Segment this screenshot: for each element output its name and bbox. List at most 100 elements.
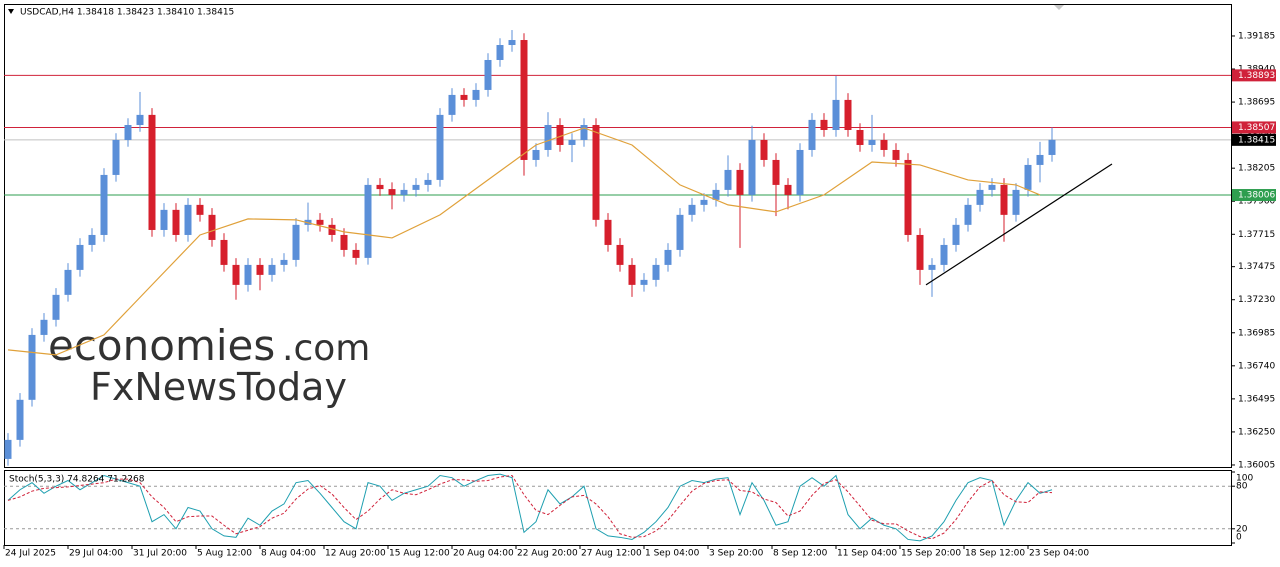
x-tick-label: 8 Aug 04:00: [261, 549, 316, 559]
price-tag: [1232, 189, 1276, 202]
candle-body: [244, 264, 252, 285]
candle-body: [148, 114, 156, 230]
candle-body: [136, 114, 144, 126]
stoch-tick-label: 0: [1236, 533, 1242, 543]
candle-body: [184, 204, 192, 235]
candle-body: [508, 40, 516, 46]
candle-body: [1024, 164, 1032, 190]
candle-body: [400, 189, 408, 195]
candle-body: [112, 139, 120, 175]
price-tag: [1232, 133, 1276, 146]
x-tick-label: 15 Aug 12:00: [389, 549, 450, 559]
candle-body: [160, 209, 168, 230]
candle-body: [328, 224, 336, 235]
candle-body: [268, 264, 276, 275]
stoch-line: [7, 475, 1053, 540]
x-tick-label: 18 Sep 12:00: [965, 549, 1025, 559]
price-tag-label: 1.38893: [1238, 71, 1275, 81]
candle-body: [256, 264, 264, 275]
candle-body: [460, 94, 468, 100]
candle-body: [316, 219, 324, 225]
y-tick-label: 1.38205: [1238, 164, 1275, 174]
candle-body: [928, 264, 936, 270]
price-tag: [1232, 69, 1276, 82]
shift-marker: [1054, 5, 1064, 10]
stoch-tick-label: 100: [1236, 474, 1253, 484]
chart-title: USDCAD,H4 1.38418 1.38423 1.38410 1.3841…: [20, 8, 234, 18]
candle-body: [1000, 184, 1008, 215]
watermark-domain: .com: [282, 328, 370, 369]
stoch-tick-label: 80: [1236, 482, 1248, 492]
candle-body: [916, 234, 924, 270]
x-tick-label: 8 Sep 12:00: [773, 549, 828, 559]
y-tick-label: 1.39185: [1238, 31, 1275, 41]
y-tick-label: 1.37960: [1238, 197, 1275, 207]
x-tick-label: 12 Aug 20:00: [325, 549, 386, 559]
stoch-panel: [4, 470, 1232, 546]
candle-body: [412, 184, 420, 190]
candle-body: [688, 204, 696, 215]
candle-body: [760, 139, 768, 160]
candle-body: [196, 204, 204, 215]
x-tick-label: 27 Aug 12:00: [581, 549, 642, 559]
candle-body: [76, 244, 84, 270]
x-tick-label: 3 Sep 20:00: [709, 549, 764, 559]
candle-body: [988, 184, 996, 190]
candle-body: [736, 169, 744, 195]
candle-body: [724, 169, 732, 190]
x-tick-label: 31 Jul 20:00: [133, 549, 187, 559]
candle-body: [376, 184, 384, 190]
main-panel: [4, 4, 1232, 468]
candle-body: [28, 334, 36, 400]
candle-body: [796, 149, 804, 195]
candle-body: [808, 119, 816, 150]
candle-body: [1048, 139, 1056, 155]
candle-body: [976, 189, 984, 205]
candle-body: [232, 264, 240, 285]
candle-body: [832, 99, 840, 131]
menu-arrow: [8, 9, 14, 14]
y-tick-label: 1.38695: [1238, 98, 1275, 108]
y-tick-label: 1.36495: [1238, 394, 1275, 404]
candle-body: [4, 439, 12, 459]
x-tick-label: 24 Jul 2025: [5, 549, 56, 559]
candle-body: [484, 59, 492, 90]
candle-body: [700, 199, 708, 205]
x-tick-label: 23 Sep 04:00: [1029, 549, 1089, 559]
y-tick-label: 1.36740: [1238, 361, 1275, 371]
candle-body: [784, 184, 792, 195]
candle-body: [472, 89, 480, 100]
candle-body: [52, 294, 60, 320]
candle-body: [844, 99, 852, 131]
candle-body: [1012, 189, 1020, 215]
candle-body: [640, 279, 648, 285]
candle-body: [436, 114, 444, 180]
candle-body: [712, 189, 720, 200]
stoch-title: Stoch(5,3,3) 74.8264 71.2268: [9, 475, 145, 485]
candle-body: [628, 264, 636, 285]
candle-body: [520, 40, 528, 160]
x-tick-label: 22 Aug 20:00: [517, 549, 578, 559]
y-tick-label: 1.37475: [1238, 262, 1275, 272]
candle-body: [664, 249, 672, 265]
x-tick-label: 29 Jul 04:00: [69, 549, 123, 559]
candle-body: [1036, 154, 1044, 165]
trendline: [925, 163, 1113, 286]
candle-body: [568, 139, 576, 145]
candle-body: [340, 234, 348, 250]
x-tick-label: 20 Aug 04:00: [453, 549, 514, 559]
candle-body: [220, 239, 228, 265]
price-tag-label: 1.38507: [1238, 123, 1275, 133]
y-tick-label: 1.36250: [1238, 427, 1275, 437]
candle-body: [88, 234, 96, 245]
candle-body: [604, 219, 612, 245]
candle-body: [280, 259, 288, 265]
candle-body: [964, 204, 972, 225]
candle-body: [364, 184, 372, 258]
candle-body: [616, 244, 624, 265]
candle-body: [772, 159, 780, 185]
price-tag: [1232, 121, 1276, 134]
candle-body: [124, 125, 132, 140]
candle-body: [352, 249, 360, 258]
